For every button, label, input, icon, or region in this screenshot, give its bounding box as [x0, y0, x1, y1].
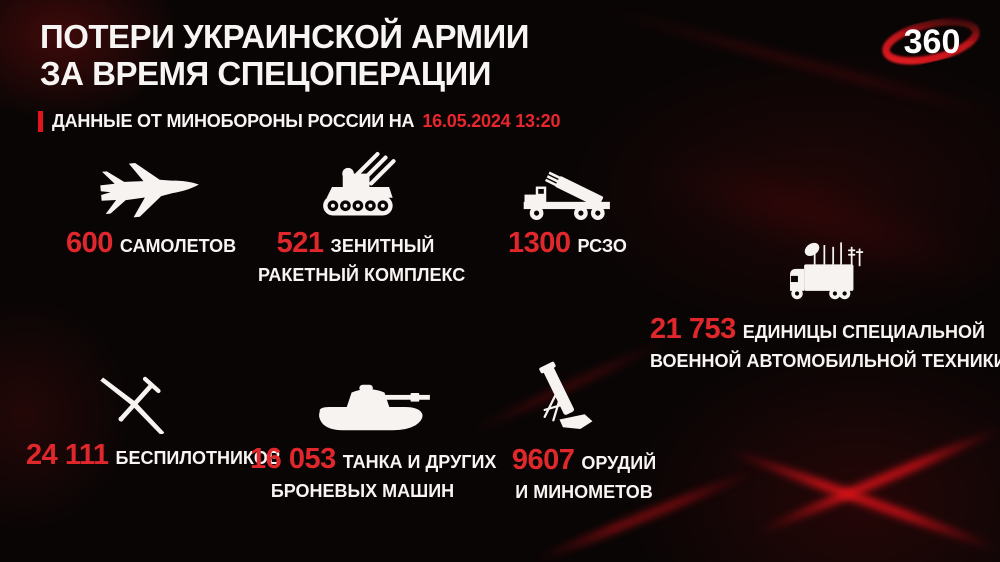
subtitle: ДАННЫЕ ОТ МИНОБОРОНЫ РОССИИ НА 16.05.202… [38, 111, 560, 132]
mlrs-truck-icon [523, 171, 610, 220]
bg-streak [755, 424, 1000, 537]
page-title-line1: ПОТЕРИ УКРАИНСКОЙ АРМИИ [40, 18, 529, 55]
stat-label: САМОЛЕТОВ [119, 236, 237, 256]
logo-swoosh-icon [882, 17, 980, 65]
stat-label: БЕСПИЛОТНИКОВ [115, 448, 281, 468]
drone-icon [100, 376, 165, 434]
subtitle-date: 16.05.2024 13:20 [422, 111, 561, 131]
channel-360-logo: 360 [872, 8, 992, 72]
page-title-line2: ЗА ВРЕМЯ СПЕЦОПЕРАЦИИ [40, 55, 491, 92]
stat-value: 9607 [511, 444, 575, 476]
subtitle-accent-bar [38, 111, 43, 132]
stat-value: 1300 [508, 227, 571, 259]
stat-label: ТАНКА И ДРУГИХ [342, 452, 497, 472]
stat-label: ОРУДИЙ [581, 453, 657, 473]
stat-label: ЕДИНИЦЫ СПЕЦИАЛЬНОЙ [742, 322, 985, 342]
subtitle-text: ДАННЫЕ ОТ МИНОБОРОНЫ РОССИИ НА [52, 111, 415, 131]
stat-label-line2: ВОЕННОЙ АВТОМОБИЛЬНОЙ ТЕХНИКИ [650, 351, 1000, 371]
stat-label-line2: И МИНОМЕТОВ [515, 482, 653, 502]
stat-value: 16 053 [250, 443, 336, 475]
stat-label: ЗЕНИТНЫЙ [330, 236, 435, 256]
stat-value: 24 111 [26, 439, 109, 471]
stat-label: РСЗО [577, 236, 627, 256]
stat-label-line2: БРОНЕВЫХ МАШИН [270, 481, 455, 501]
stat-value: 521 [276, 227, 324, 259]
stat-value: 600 [66, 227, 113, 259]
bg-streak [726, 446, 1000, 554]
bg-glow-bottom-right [630, 342, 1000, 562]
tank-icon [319, 384, 430, 431]
sam-launcher-icon [323, 151, 396, 216]
page-title: ПОТЕРИ УКРАИНСКОЙ АРМИИ ЗА ВРЕМЯ СПЕЦОПЕ… [40, 18, 529, 92]
mortar-icon [539, 361, 593, 430]
fighter-jet-icon [100, 163, 199, 218]
signal-truck-icon [790, 242, 864, 300]
logo-text: 360 [903, 23, 961, 61]
stat-label-line2: РАКЕТНЫЙ КОМПЛЕКС [258, 265, 466, 285]
stat-value: 21 753 [650, 313, 736, 345]
